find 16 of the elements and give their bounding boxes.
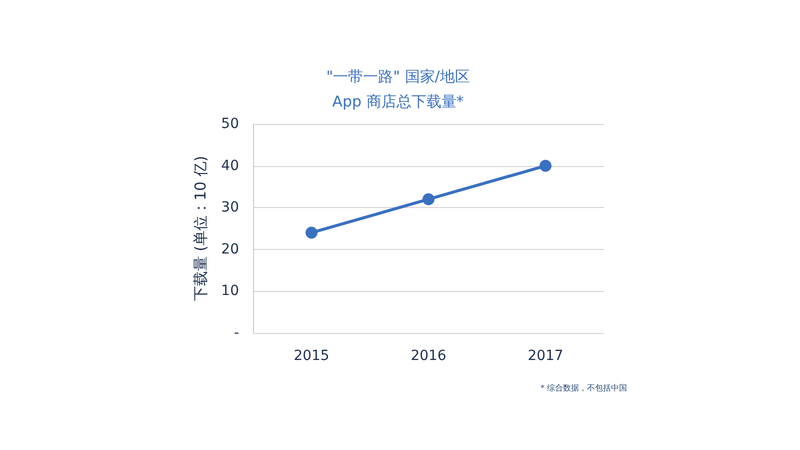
- x-tick-label: 2015: [294, 348, 330, 364]
- y-tick-label: -: [234, 325, 239, 341]
- y-axis-title: 下载量 (单位：10 亿): [192, 156, 210, 302]
- point: [540, 160, 552, 172]
- chart-title: "一带一路" 国家/地区: [326, 68, 470, 86]
- x-tick-label: 2017: [528, 348, 564, 364]
- point: [422, 193, 434, 206]
- y-tick-label: 50: [221, 116, 239, 132]
- x-tick-label: 2016: [410, 348, 446, 364]
- y-tick-label: 30: [221, 200, 239, 216]
- chart-subtitle: App 商店总下载量*: [332, 92, 464, 110]
- y-tick-label: 20: [221, 241, 239, 258]
- point: [306, 226, 318, 239]
- y-tick-label: 40: [221, 158, 239, 174]
- y-tick-label: 10: [221, 283, 239, 300]
- text: * 综合数据，不包括中国: [540, 384, 628, 392]
